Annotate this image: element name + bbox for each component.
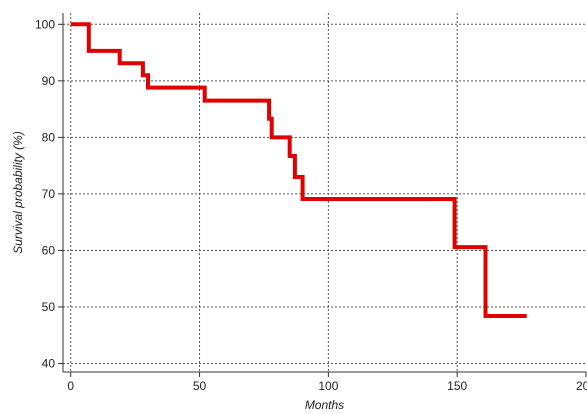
x-tick-label: 50 [193, 379, 207, 393]
survival-curve [70, 22, 527, 318]
tick-labels: 40 50 60 70 80 90 100 0 50 100 150 200 [35, 17, 587, 393]
x-axis-title: Months [305, 398, 344, 412]
y-tick-label: 40 [42, 357, 56, 371]
x-tick-label: 200 [576, 379, 587, 393]
x-tick-label: 0 [67, 379, 74, 393]
y-tick-label: 100 [35, 17, 55, 31]
x-tick-label: 150 [447, 379, 467, 393]
tick-marks [58, 23, 587, 377]
plot-frame [62, 13, 586, 373]
y-tick-label: 50 [42, 300, 56, 314]
y-tick-label: 80 [42, 130, 56, 144]
grid-lines [63, 13, 586, 372]
y-tick-label: 70 [42, 187, 56, 201]
y-tick-label: 90 [42, 74, 56, 88]
y-tick-label: 60 [42, 243, 56, 257]
series-layer [70, 22, 527, 318]
y-axis-title: Survival probability (%) [11, 131, 25, 254]
x-tick-label: 100 [318, 379, 338, 393]
